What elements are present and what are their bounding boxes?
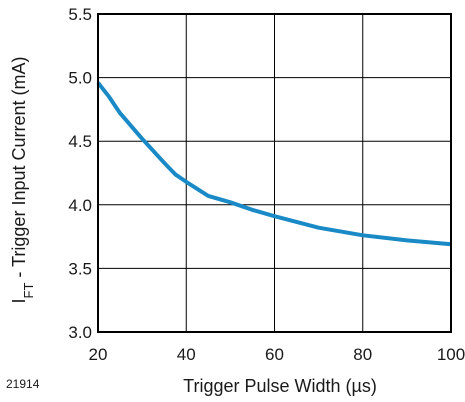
y-tick-label: 3.0 [68,323,92,342]
x-tick-label: 40 [177,345,196,364]
y-tick-labels: 3.0 3.5 4.0 4.5 5.0 5.5 [68,5,92,342]
figure-id: 21914 [6,377,40,391]
series-layer [96,81,452,247]
y-tick-label: 5.5 [68,5,92,24]
y-axis-label: IFT - Trigger Input Current (mA) [9,57,36,304]
y-axis-label-subscript: FT [21,283,36,299]
grid-lines [97,13,452,333]
x-axis-label: Trigger Pulse Width (µs) [183,376,377,396]
y-tick-label: 4.0 [68,196,92,215]
series-line-0 [96,81,452,247]
y-axis-label-prefix: I [9,298,29,303]
y-tick-label: 4.5 [68,132,92,151]
y-tick-label: 5.0 [68,69,92,88]
x-tick-label: 20 [89,345,108,364]
x-tick-label: 80 [353,345,372,364]
plot-frame [97,13,452,333]
y-tick-label: 3.5 [68,259,92,278]
x-tick-label: 60 [265,345,284,364]
x-tick-labels: 20 40 60 80 100 [89,345,465,364]
y-axis-label-rest: - Trigger Input Current (mA) [9,57,29,283]
x-tick-label: 100 [437,345,465,364]
